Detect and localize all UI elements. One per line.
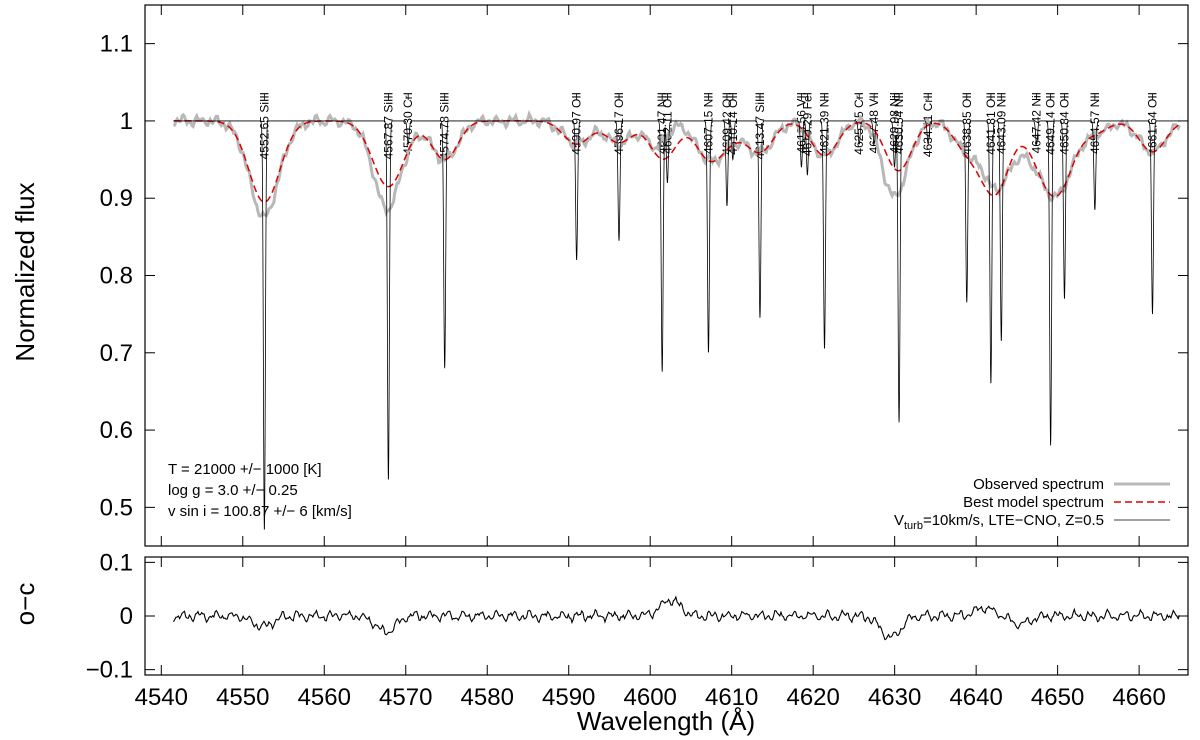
legend-model-label: Vturb=10km/s, LTE−CNO, Z=0.5 <box>894 512 1104 532</box>
residual-y-tick-label: −0.1 <box>86 657 133 684</box>
main-y-tick-label: 1.1 <box>100 31 133 58</box>
line-label: 4641.81 OII <box>984 92 998 155</box>
line-label: 4661.64 OII <box>1145 92 1159 155</box>
x-tick-label: 4640 <box>949 684 1002 711</box>
main-y-tick-label: 0.7 <box>100 340 133 367</box>
x-tick-label: 4600 <box>624 684 677 711</box>
legend-bestmodel-label: Best model spectrum <box>963 494 1104 511</box>
param-gravity: log g = 3.0 +/− 0.25 <box>168 482 298 499</box>
residual-panel: 0.1 0 −0.1 4540 4550 4560 4570 4580 4590 4600 461… <box>10 549 1189 736</box>
x-tick-label: 4660 <box>1112 684 1165 711</box>
residual-y-axis-title: o−c <box>10 583 40 626</box>
line-label: 4610.14 OII <box>726 92 740 155</box>
best-model-spectrum-line <box>173 120 1180 203</box>
main-y-tick-label: 0.9 <box>100 185 133 212</box>
x-tick-label: 4560 <box>298 684 351 711</box>
residual-x-ticks: 4540 4550 4560 4570 4580 4590 4600 4610 4620 4630… <box>135 557 1166 711</box>
line-label: 4649.14 OII <box>1044 92 1058 155</box>
line-labels: 4552.65 SiIII 4567.87 SiIII 4570.30 CrI 457… <box>257 92 1159 159</box>
x-tick-label: 4570 <box>379 684 432 711</box>
main-y-tick-label: 0.5 <box>100 494 133 521</box>
residual-y-tick-label: 0.1 <box>100 549 133 576</box>
param-temperature: T = 21000 +/− 1000 [K] <box>168 461 322 478</box>
residual-y-tick-label: 0 <box>120 603 133 630</box>
line-label: 4630.54 NII <box>892 92 906 154</box>
line-label: 4629.98 NiI <box>887 92 901 153</box>
model-spectrum-line <box>173 120 1180 530</box>
fit-parameters: T = 21000 +/− 1000 [K] log g = 3.0 +/− 0… <box>168 461 352 520</box>
line-label: 4590.97 OII <box>570 92 584 155</box>
residual-line <box>173 595 1180 641</box>
line-label: 4618.56 VII <box>794 92 808 153</box>
x-tick-label: 4550 <box>216 684 269 711</box>
line-label: 4602.11 OII <box>660 92 674 154</box>
line-label: 4607.15 NII <box>701 92 715 154</box>
line-label: 4627.48 VII <box>867 92 881 153</box>
line-label: 4570.30 CrI <box>401 92 415 155</box>
main-x-ticks <box>160 5 1140 546</box>
legend-model-label-rest: =10km/s, LTE−CNO, Z=0.5 <box>923 512 1104 529</box>
x-tick-label: 4540 <box>135 684 188 711</box>
line-label: 4638.85 OII <box>960 92 974 155</box>
legend: Observed spectrum Best model spectrum Vt… <box>894 476 1170 532</box>
line-label: 4609.42 OII <box>720 92 734 155</box>
main-y-tick-label: 0.6 <box>100 417 133 444</box>
line-label: 4650.84 OII <box>1057 92 1071 155</box>
line-label: 4596.17 OII <box>612 92 626 155</box>
param-vsini: v sin i = 100.87 +/− 6 [km/s] <box>168 503 352 520</box>
legend-model-label-sub: turb <box>904 520 923 532</box>
main-y-ticks: 0.5 0.6 0.7 0.8 0.9 1 1.1 <box>100 31 1188 521</box>
main-y-tick-label: 1 <box>120 108 133 135</box>
line-label: 4567.87 SiIII <box>381 92 395 159</box>
x-axis-title: Wavelength (Å) <box>577 706 755 736</box>
x-tick-label: 4630 <box>868 684 921 711</box>
x-tick-label: 4650 <box>1031 684 1084 711</box>
residual-y-ticks: 0.1 0 −0.1 <box>86 549 1188 684</box>
x-tick-label: 4590 <box>542 684 595 711</box>
legend-observed-label: Observed spectrum <box>973 476 1104 493</box>
line-label: 4621.39 NII <box>817 92 831 154</box>
observed-spectrum-line <box>172 109 1181 218</box>
x-tick-label: 4580 <box>461 684 514 711</box>
main-y-tick-label: 0.8 <box>100 263 133 290</box>
line-label: 4654.57 NII <box>1088 92 1102 154</box>
legend-model-label-v: V <box>894 512 904 529</box>
main-y-axis-title: Normalized flux <box>10 182 40 361</box>
line-label: 4552.65 SiIII <box>257 92 271 159</box>
main-panel: 0.5 0.6 0.7 0.8 0.9 1 1.1 4552.65 SiIII 4567.87… <box>10 4 1189 547</box>
line-label: 4613.47 SiIII <box>753 92 767 159</box>
line-label: 4643.09 NII <box>994 92 1008 154</box>
residual-plot-frame <box>144 556 1189 676</box>
x-tick-label: 4610 <box>705 684 758 711</box>
x-tick-label: 4620 <box>786 684 839 711</box>
line-label: 4574.78 SiIII <box>438 92 452 159</box>
line-label: 4647.42 NiI <box>1030 92 1044 153</box>
